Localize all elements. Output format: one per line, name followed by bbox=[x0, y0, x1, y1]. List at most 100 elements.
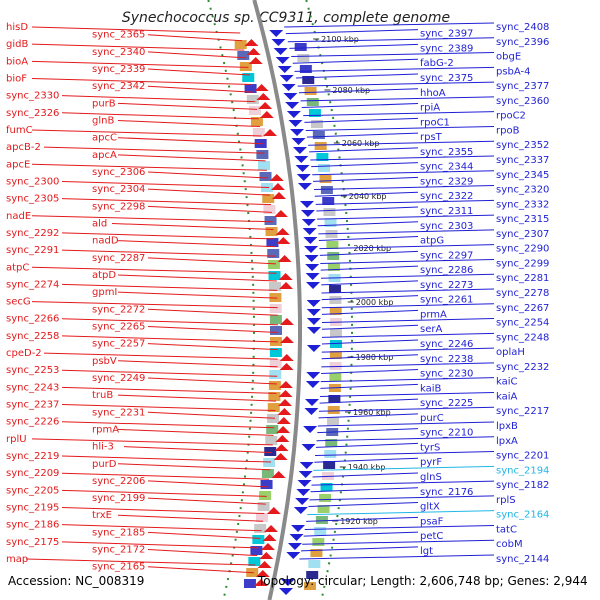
gene-label: apcE bbox=[6, 159, 30, 170]
gene-leader-line bbox=[61, 404, 276, 412]
content-block bbox=[317, 505, 330, 513]
gene-label: bioF bbox=[6, 73, 27, 84]
gene-leader-line bbox=[311, 480, 495, 486]
reverse-gene-arrow bbox=[296, 489, 311, 496]
reverse-gene-arrow bbox=[303, 426, 318, 433]
gene-label: sync_2261 bbox=[420, 295, 473, 306]
reverse-gene-arrow bbox=[281, 84, 296, 91]
content-block bbox=[250, 117, 263, 126]
content-block bbox=[328, 395, 341, 403]
gene-leader-line bbox=[297, 81, 495, 87]
gene-label: sync_2249 bbox=[92, 373, 145, 384]
tick-label: 1920 kbp bbox=[340, 517, 378, 526]
gene-label: sync_2144 bbox=[496, 554, 549, 565]
content-block bbox=[320, 483, 333, 491]
gene-label: map bbox=[6, 554, 28, 565]
content-block bbox=[319, 175, 332, 183]
gene-leader-line bbox=[117, 102, 258, 110]
tick-label: 2040 kbp bbox=[349, 192, 387, 201]
content-block bbox=[242, 73, 255, 82]
content-block bbox=[329, 340, 342, 348]
content-block bbox=[325, 439, 338, 447]
gene-leader-line bbox=[319, 391, 495, 397]
gene-leader-line bbox=[312, 170, 495, 176]
gene-label: sync_2257 bbox=[92, 339, 145, 350]
reverse-gene-arrow bbox=[306, 318, 321, 325]
gene-leader-line bbox=[314, 191, 419, 197]
gene-label: purB bbox=[92, 98, 116, 109]
gene-leader-line bbox=[306, 132, 419, 138]
reverse-gene-arrow bbox=[306, 327, 321, 334]
reverse-gene-arrow bbox=[303, 237, 318, 244]
gene-label: sync_2315 bbox=[496, 214, 549, 225]
gene-leader-line bbox=[117, 240, 275, 248]
forward-gene-arrow bbox=[244, 39, 259, 46]
gene-leader-line bbox=[317, 421, 495, 427]
gene-leader-line bbox=[310, 487, 419, 493]
gene-leader-line bbox=[31, 26, 241, 34]
gene-label: rplS bbox=[496, 495, 516, 506]
forward-gene-arrow bbox=[259, 111, 274, 118]
gene-label: sync_2210 bbox=[420, 428, 473, 439]
content-block bbox=[315, 516, 328, 524]
gene-label: purC bbox=[420, 413, 444, 424]
content-block bbox=[294, 43, 307, 51]
gene-leader-line bbox=[314, 457, 419, 463]
gene-label: rpoC1 bbox=[420, 117, 450, 128]
content-block bbox=[304, 87, 317, 95]
forward-gene-arrow bbox=[254, 84, 269, 91]
gene-leader-line bbox=[147, 308, 278, 316]
content-block bbox=[303, 582, 316, 590]
gene-label: sync_2291 bbox=[6, 245, 59, 256]
content-block bbox=[248, 557, 261, 566]
gene-label: petC bbox=[420, 531, 443, 542]
forward-gene-arrow bbox=[278, 390, 293, 397]
forward-gene-arrow bbox=[270, 183, 285, 190]
reverse-gene-arrow bbox=[283, 93, 298, 100]
gene-leader-line bbox=[303, 111, 495, 117]
content-block bbox=[264, 216, 277, 225]
gene-leader-line bbox=[31, 163, 267, 171]
kbp-tick-labels: 2100 kbp 2080 kbp 2060 kbp 2040 kbp 2020 kbp… bbox=[313, 35, 393, 526]
gene-leader-line bbox=[117, 514, 264, 522]
forward-gene-arrow bbox=[248, 57, 263, 64]
gene-label: sync_2185 bbox=[92, 527, 145, 538]
gene-leader-line bbox=[318, 413, 419, 419]
forward-gene-arrow bbox=[274, 444, 289, 451]
gene-leader-line bbox=[318, 229, 495, 235]
reverse-gene-arrow bbox=[298, 471, 313, 478]
gene-leader-line bbox=[117, 154, 266, 162]
content-block bbox=[319, 494, 332, 502]
content-block bbox=[318, 164, 331, 172]
gene-label: sync_2389 bbox=[420, 43, 473, 54]
accession-label: Accession: NC_008319 bbox=[8, 574, 144, 588]
gene-label: sync_2281 bbox=[496, 273, 549, 284]
gene-leader-line bbox=[304, 117, 419, 123]
gene-label: sync_2205 bbox=[6, 485, 59, 496]
gene-label: sync_2292 bbox=[6, 228, 59, 239]
gene-leader-line bbox=[316, 436, 495, 442]
gene-label: sync_2329 bbox=[420, 176, 473, 187]
gene-leader-line bbox=[147, 171, 268, 179]
gene-leader-line bbox=[289, 43, 419, 49]
content-block bbox=[269, 348, 282, 357]
gene-leader-line bbox=[43, 352, 278, 360]
forward-gene-arrow bbox=[276, 417, 291, 424]
gene-leader-line bbox=[295, 73, 419, 79]
reverse-gene-arrow bbox=[294, 156, 309, 163]
forward-gene-arrow bbox=[279, 363, 294, 370]
gene-leader-line bbox=[147, 411, 275, 419]
content-block bbox=[266, 425, 279, 434]
gene-leader-line bbox=[287, 37, 495, 43]
content-block bbox=[327, 406, 340, 414]
gene-leader-line bbox=[147, 343, 278, 351]
content-block bbox=[312, 131, 325, 139]
gene-label: prmA bbox=[420, 309, 447, 320]
forward-gene-labels: hisD sync_2365 gidB sync_2340 bioA sync_2339b… bbox=[6, 22, 279, 574]
gene-leader-line bbox=[300, 96, 495, 102]
gene-leader-line bbox=[313, 465, 495, 471]
reverse-gene-arrow bbox=[301, 444, 316, 451]
content-block bbox=[297, 54, 310, 62]
gene-leader-line bbox=[301, 103, 419, 109]
gene-leader-line bbox=[291, 52, 495, 58]
